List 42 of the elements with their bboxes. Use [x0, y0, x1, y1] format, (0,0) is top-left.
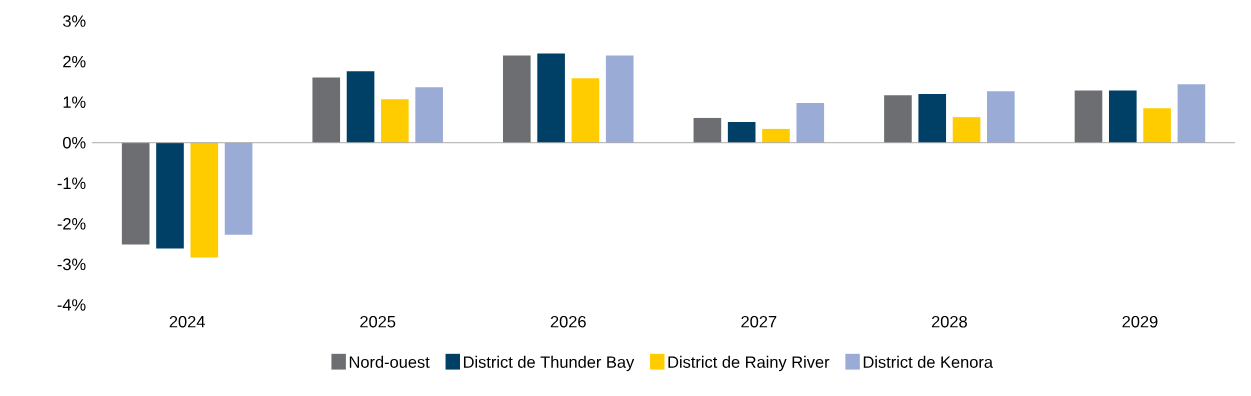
y-tick-label: -2% — [57, 218, 86, 230]
bar — [381, 99, 409, 143]
bar — [1108, 90, 1137, 143]
legend-label: District de Thunder Bay — [463, 356, 635, 372]
legend-label: Nord-ouest — [349, 356, 430, 369]
legend-label: District de Rainy River — [668, 356, 830, 372]
legend-label: District de Kenora — [863, 356, 993, 369]
bar — [693, 118, 722, 143]
x-tick-label: 2029 — [1122, 316, 1158, 328]
bar — [502, 55, 531, 143]
x-tick-label: 2027 — [741, 316, 777, 328]
bar — [156, 142, 184, 249]
bar — [190, 142, 219, 258]
bar — [537, 53, 565, 143]
bar — [346, 71, 375, 143]
bar — [605, 55, 634, 143]
bar — [987, 91, 1015, 143]
y-tick-label: -1% — [57, 177, 86, 190]
bar — [121, 142, 150, 245]
y-tick-label: -4% — [57, 299, 86, 311]
x-tick-label: 2028 — [931, 316, 967, 328]
y-tick-label: 3% — [63, 15, 86, 28]
y-tick-label: -3% — [57, 258, 86, 271]
bar — [918, 94, 947, 143]
bar — [312, 77, 341, 143]
bar — [415, 87, 443, 143]
bar — [1177, 84, 1206, 143]
bar — [884, 95, 912, 143]
x-tick-label: 2024 — [169, 316, 205, 328]
bar — [762, 129, 790, 143]
x-tick-label: 2025 — [360, 316, 396, 328]
bar — [727, 122, 756, 143]
y-tick-label: 2% — [63, 56, 86, 68]
y-tick-label: 0% — [63, 137, 86, 149]
bar — [952, 117, 981, 143]
bar — [796, 103, 825, 143]
x-tick-label: 2026 — [550, 316, 586, 328]
bar — [571, 78, 600, 143]
bar — [1074, 90, 1103, 143]
y-tick-label: 1% — [63, 96, 86, 109]
bar — [224, 142, 253, 235]
bar — [1143, 108, 1171, 143]
